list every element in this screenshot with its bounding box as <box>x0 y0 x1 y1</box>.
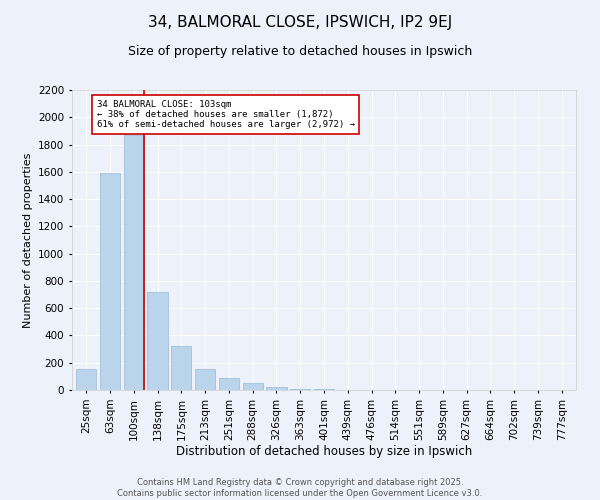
Bar <box>219 378 239 390</box>
Text: Size of property relative to detached houses in Ipswich: Size of property relative to detached ho… <box>128 45 472 58</box>
Bar <box>195 369 215 390</box>
Text: Contains HM Land Registry data © Crown copyright and database right 2025.
Contai: Contains HM Land Registry data © Crown c… <box>118 478 482 498</box>
Bar <box>171 346 191 390</box>
Bar <box>124 134 144 390</box>
Bar <box>242 383 263 390</box>
Bar <box>100 173 120 390</box>
X-axis label: Distribution of detached houses by size in Ipswich: Distribution of detached houses by size … <box>176 446 472 458</box>
Bar <box>76 369 97 390</box>
Bar <box>148 292 167 390</box>
Bar <box>266 386 287 390</box>
Y-axis label: Number of detached properties: Number of detached properties <box>23 152 32 328</box>
Text: 34 BALMORAL CLOSE: 103sqm
← 38% of detached houses are smaller (1,872)
61% of se: 34 BALMORAL CLOSE: 103sqm ← 38% of detac… <box>97 100 355 130</box>
Text: 34, BALMORAL CLOSE, IPSWICH, IP2 9EJ: 34, BALMORAL CLOSE, IPSWICH, IP2 9EJ <box>148 15 452 30</box>
Bar <box>290 388 310 390</box>
